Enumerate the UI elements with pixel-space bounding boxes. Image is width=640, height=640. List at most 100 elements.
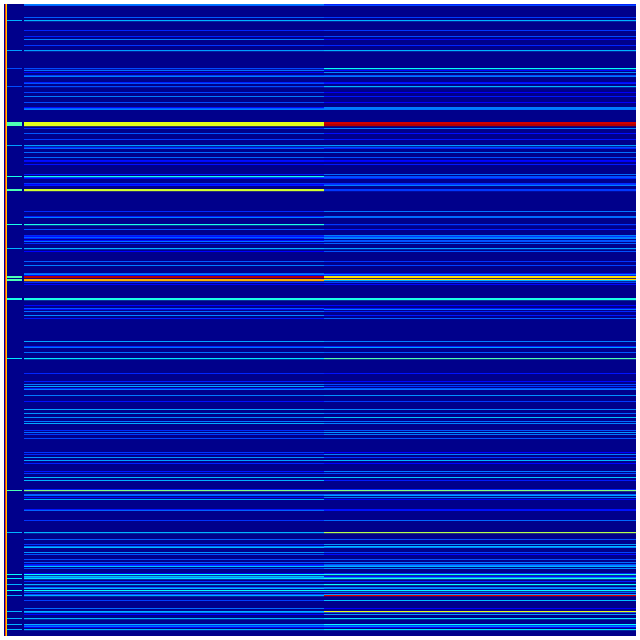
- heatmap-cell: [324, 318, 636, 319]
- heatmap-cell-margin: [6, 279, 22, 280]
- heatmap-cell: [24, 495, 324, 496]
- heatmap-cell: [324, 457, 636, 458]
- heatmap-cell: [324, 229, 636, 230]
- heatmap-cell: [324, 564, 636, 565]
- heatmap-cell: [324, 265, 636, 266]
- heatmap-cell: [24, 275, 324, 276]
- heatmap-cell: [324, 83, 636, 84]
- heatmap-cell-right: [324, 298, 636, 300]
- heatmap-cell: [24, 211, 324, 212]
- heatmap-cell: [324, 594, 636, 595]
- heatmap-cell: [324, 178, 636, 179]
- heatmap-cell-left: [24, 618, 324, 620]
- heatmap-cell-right: [324, 125, 636, 127]
- heatmap-cell: [324, 608, 636, 609]
- heatmap-cell: [24, 546, 324, 547]
- heatmap-cell: [24, 217, 324, 218]
- heatmap-cell: [24, 430, 324, 431]
- heatmap-cell: [24, 308, 324, 309]
- heatmap-cell-margin: [6, 280, 22, 281]
- heatmap-cell: [324, 5, 636, 6]
- heatmap-cell: [324, 562, 636, 563]
- heatmap-cell: [24, 568, 324, 569]
- heatmap-cell: [24, 315, 324, 316]
- heatmap-cell-margin: [6, 595, 22, 596]
- heatmap-cell: [324, 30, 636, 31]
- heatmap-cell-right: [324, 490, 636, 492]
- heatmap-cell: [324, 45, 636, 46]
- heatmap-cell: [24, 386, 324, 387]
- heatmap-cell: [24, 346, 324, 347]
- heatmap-cell: [24, 236, 324, 237]
- heatmap-cell: [324, 308, 636, 309]
- heatmap-cell-left: [24, 176, 324, 178]
- heatmap-cell-left: [24, 86, 324, 88]
- heatmap-cell: [324, 76, 636, 77]
- heatmap-cell-margin: [6, 125, 22, 126]
- heatmap-cell: [24, 235, 324, 236]
- heatmap-cell: [24, 612, 324, 613]
- heatmap-cell: [324, 423, 636, 424]
- heatmap-cell-left: [24, 248, 324, 250]
- heatmap-cell: [324, 452, 636, 453]
- heatmap-cell-left: [24, 277, 324, 279]
- heatmap-cell-right: [324, 299, 636, 301]
- heatmap-cell-left: [24, 190, 324, 192]
- heatmap-cell: [24, 152, 324, 153]
- heatmap-cell: [24, 184, 324, 185]
- heatmap-cell-margin: [6, 578, 22, 579]
- heatmap-cell: [24, 237, 324, 238]
- heatmap-cell: [24, 174, 324, 175]
- heatmap-cell-left: [24, 68, 324, 70]
- heatmap-cell: [24, 347, 324, 348]
- left-strip-line: [5, 4, 6, 636]
- heatmap-cell: [24, 600, 324, 601]
- heatmap-cell: [24, 454, 324, 455]
- heatmap-cell: [24, 183, 324, 184]
- heatmap-cell: [324, 211, 636, 212]
- heatmap-cell-margin: [6, 629, 22, 630]
- heatmap-cell-right: [324, 277, 636, 279]
- heatmap-cell: [324, 164, 636, 165]
- heatmap-cell: [324, 547, 636, 548]
- heatmap-cell-right: [324, 122, 636, 124]
- heatmap-cell: [324, 160, 636, 161]
- heatmap-cell-margin: [6, 574, 22, 575]
- heatmap-cell: [324, 544, 636, 545]
- heatmap-cell-right: [324, 532, 636, 534]
- heatmap-cell: [24, 559, 324, 560]
- heatmap-cell: [24, 471, 324, 472]
- heatmap-cell: [324, 565, 636, 566]
- heatmap-cell: [24, 83, 324, 84]
- heatmap-cell: [324, 430, 636, 431]
- heatmap-cell-margin: [6, 277, 22, 278]
- heatmap-cell: [324, 471, 636, 472]
- heatmap-cell-left: [24, 276, 324, 278]
- heatmap-cell: [324, 282, 636, 283]
- heatmap-cell: [24, 282, 324, 283]
- heatmap-cell: [324, 75, 636, 76]
- heatmap-cell-margin: [6, 358, 22, 359]
- heatmap-cell: [24, 409, 324, 410]
- heatmap-cell: [24, 229, 324, 230]
- heatmap-cell: [324, 388, 636, 389]
- heatmap-cell: [24, 494, 324, 495]
- heatmap-cell: [24, 588, 324, 589]
- heatmap-cell-margin: [6, 50, 22, 51]
- heatmap-cell-left: [24, 125, 324, 127]
- heatmap-cell: [324, 495, 636, 496]
- heatmap-cell-left: [24, 358, 324, 360]
- heatmap-cell: [24, 238, 324, 239]
- heatmap-cell: [324, 588, 636, 589]
- heatmap-cell-margin: [6, 618, 22, 619]
- heatmap-cell: [324, 4, 636, 5]
- heatmap-cell: [24, 305, 324, 306]
- heatmap-cell-left: [24, 189, 324, 191]
- heatmap-cell: [24, 284, 324, 285]
- heatmap-cell-margin: [6, 611, 22, 612]
- heatmap-cell: [324, 460, 636, 461]
- heatmap-cell-margin: [6, 145, 22, 146]
- heatmap-cell: [24, 566, 324, 567]
- heatmap-cell: [324, 274, 636, 275]
- heatmap-cell: [24, 265, 324, 266]
